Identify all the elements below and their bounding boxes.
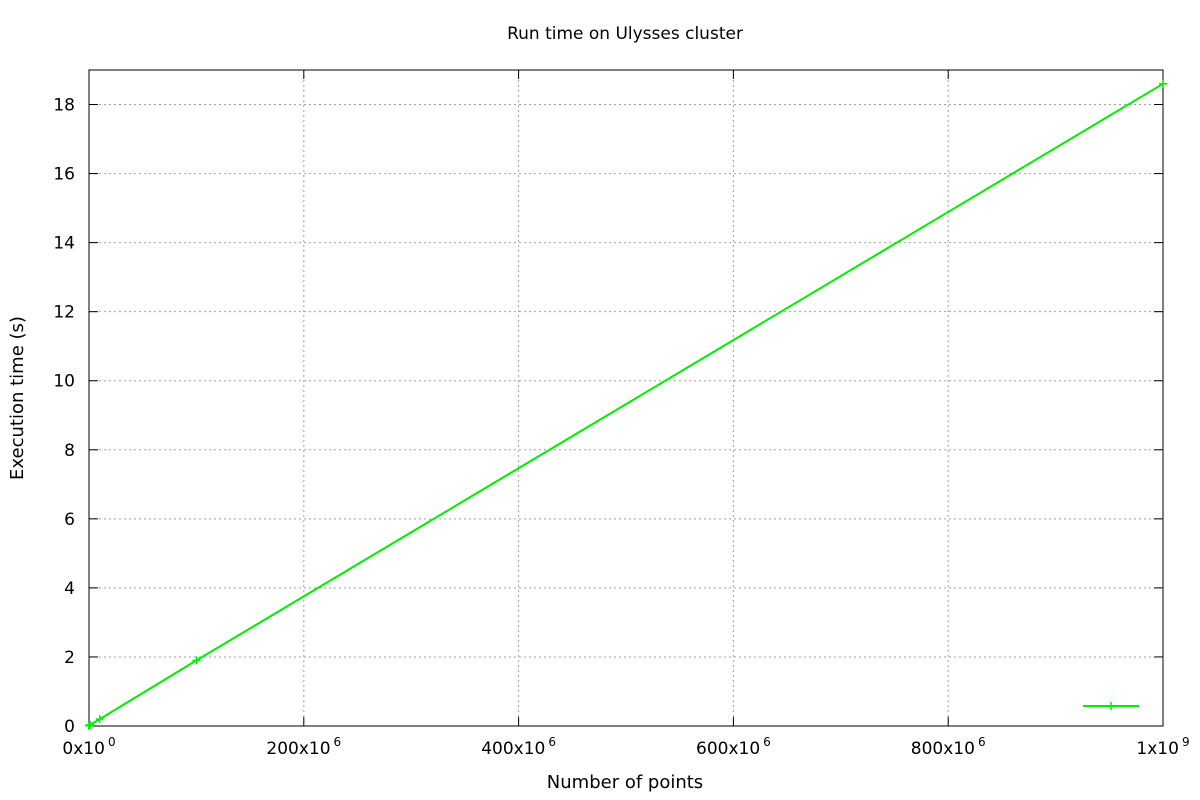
plot-frame xyxy=(88,69,1164,727)
axis-ticks xyxy=(88,70,1164,727)
data-point xyxy=(192,656,201,665)
series-layer xyxy=(85,79,1167,730)
y-tick-label: 6 xyxy=(64,510,75,530)
x-tick-label: 600x10 6 xyxy=(696,735,771,759)
y-tick-label: 12 xyxy=(53,303,75,323)
y-tick-label: 2 xyxy=(64,648,75,668)
y-tick-label: 4 xyxy=(64,579,75,599)
chart-title: Run time on Ulysses cluster xyxy=(507,24,743,44)
data-point xyxy=(1159,79,1167,88)
series-line xyxy=(88,82,1164,727)
y-tick-label: 0 xyxy=(64,717,75,737)
data-point xyxy=(95,715,104,724)
y-tick-label: 16 xyxy=(53,165,75,185)
x-tick-label: 400x10 6 xyxy=(481,735,556,759)
x-tick-label: 800x10 6 xyxy=(911,735,986,759)
grid xyxy=(89,70,1163,726)
y-tick-label: 14 xyxy=(53,234,75,254)
y-tick-label: 8 xyxy=(64,441,75,461)
x-tick-label: 0x10 0 xyxy=(62,735,115,759)
data-point xyxy=(86,720,95,729)
y-tick-label: 18 xyxy=(53,96,75,116)
y-tick-labels: 0 2 4 6 8 10 12 14 16 18 xyxy=(53,96,75,737)
x-tick-label: 1x10 9 xyxy=(1136,735,1189,759)
x-tick-labels: 0x10 0 200x10 6 400x10 6 600x10 6 800x10 6 1x10 9 xyxy=(62,735,1189,759)
y-tick-label: 10 xyxy=(53,372,75,392)
y-axis-title: Execution time (s) xyxy=(7,316,28,480)
legend xyxy=(1083,702,1139,710)
x-axis-title: Number of points xyxy=(547,772,703,793)
x-tick-label: 200x10 6 xyxy=(266,735,341,759)
